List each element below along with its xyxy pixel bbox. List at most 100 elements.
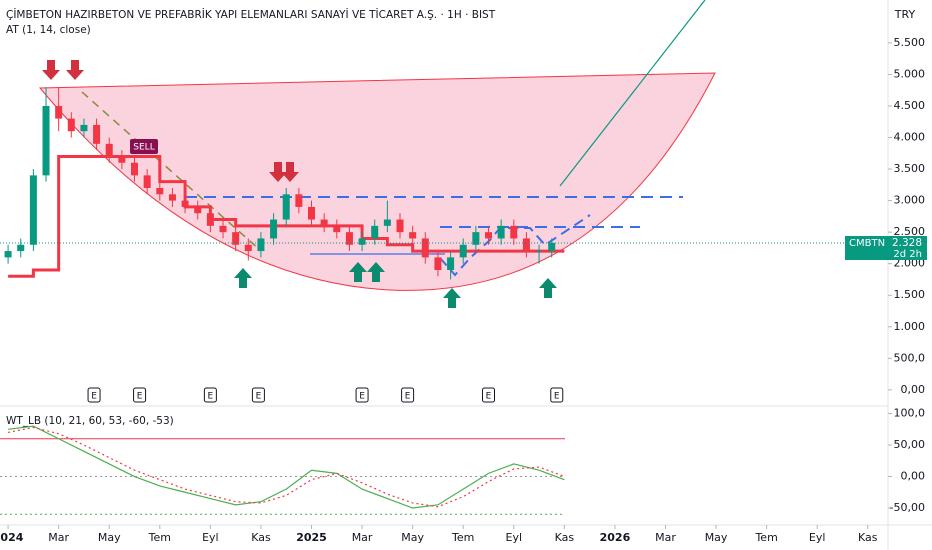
x-tick-label: Kas <box>858 531 878 544</box>
x-tick-label: 2024 <box>0 531 24 544</box>
symbol-label: CMBTN <box>849 238 885 249</box>
candle-body <box>421 238 429 258</box>
y-tick-label: 500,0 <box>894 351 926 364</box>
candle-body <box>396 219 404 233</box>
candle-body <box>383 219 391 226</box>
oscillator-title: WT_LB (10, 21, 60, 53, -60, -53) <box>6 415 174 427</box>
x-tick-label: Eyl <box>202 531 219 544</box>
y-tick-label: 4.000 <box>894 131 926 144</box>
earnings-marker <box>401 387 415 403</box>
candle-body <box>194 206 202 214</box>
y-tick-label: 1.000 <box>894 320 926 333</box>
x-tick-label: Tem <box>754 531 777 544</box>
candle-body <box>206 213 214 226</box>
candle-body <box>472 232 480 245</box>
candle-body <box>434 257 442 270</box>
earnings-marker <box>251 387 265 403</box>
candle-body <box>320 219 328 226</box>
candle-body <box>143 175 151 188</box>
x-tick-label: 2026 <box>600 531 631 544</box>
earnings-marker <box>550 387 564 403</box>
earnings-marker <box>355 387 369 403</box>
indicator-title: AT (1, 14, close) <box>6 24 91 36</box>
candle-body <box>535 251 543 253</box>
earnings-marker <box>133 387 147 403</box>
price-badge <box>845 236 927 260</box>
x-tick-label: Tem <box>451 531 474 544</box>
candle-body <box>55 105 63 119</box>
last-price-label: 2.328 <box>892 237 922 249</box>
chart-title: ÇİMBETON HAZIRBETON VE PREFABRİK YAPI EL… <box>6 8 496 21</box>
candle-body <box>333 225 341 233</box>
earnings-label: E <box>256 392 262 402</box>
earnings-marker <box>203 387 217 403</box>
sell-badge <box>130 139 158 154</box>
x-tick-label: Eyl <box>506 531 523 544</box>
x-tick-label: 2025 <box>296 531 327 544</box>
earnings-marker <box>87 387 101 403</box>
candle-body <box>118 156 126 163</box>
candle-body <box>282 194 290 220</box>
candle-body <box>447 257 455 270</box>
y-tick-label: 5.000 <box>894 67 926 80</box>
earnings-label: E <box>91 392 97 402</box>
y2-tick-label: 100,0 <box>894 407 926 420</box>
x-tick-label: Mar <box>655 531 676 544</box>
currency: TRY <box>894 8 916 21</box>
candle-body <box>485 232 493 239</box>
y-tick-label: 5.500 <box>894 36 926 49</box>
x-tick-label: May <box>98 531 121 544</box>
candle-body <box>270 219 278 239</box>
y-tick-label: 3.500 <box>894 162 926 175</box>
candle-body <box>358 238 366 245</box>
candle-body <box>42 105 50 176</box>
earnings-marker <box>482 387 496 403</box>
earnings-label: E <box>405 392 411 402</box>
x-tick-label: Kas <box>555 531 575 544</box>
sell-arrows <box>42 60 299 182</box>
indicator-line <box>8 154 565 278</box>
earnings-label: E <box>486 392 492 402</box>
x-tick-label: Kas <box>251 531 271 544</box>
candle-body <box>409 232 417 239</box>
candle-body <box>181 200 189 207</box>
x-tick-label: May <box>705 531 728 544</box>
candle-body <box>168 194 176 201</box>
earnings-label: E <box>208 392 214 402</box>
countdown: 2d 2h <box>893 249 922 260</box>
candle-body <box>295 194 303 207</box>
candle-body <box>497 225 505 239</box>
y2-tick-label: 50,00 <box>894 438 926 451</box>
y2-tick-label: -50,00 <box>890 501 925 514</box>
y-tick-label: 2.500 <box>894 225 926 238</box>
candle-body <box>257 238 265 252</box>
osc-line <box>8 425 565 509</box>
x-tick-label: Eyl <box>809 531 826 544</box>
down-trend <box>81 91 261 251</box>
x-tick-label: Tem <box>148 531 171 544</box>
candle-body <box>93 124 101 144</box>
x-tick-label: Mar <box>48 531 69 544</box>
candle-body <box>308 206 316 220</box>
y-tick-label: 3.000 <box>894 194 926 207</box>
y-tick-label: 0,00 <box>901 383 926 396</box>
x-tick-label: May <box>401 531 424 544</box>
candle-body <box>219 225 227 233</box>
x-tick-label: Mar <box>352 531 373 544</box>
earnings-label: E <box>554 392 560 402</box>
y2-tick-label: 0,00 <box>901 470 926 483</box>
candle-body <box>371 225 379 239</box>
y-tick-label: 4.500 <box>894 99 926 112</box>
candle-body <box>548 242 556 252</box>
candle-body <box>105 143 113 157</box>
candle-body <box>345 232 353 245</box>
trend-line <box>559 0 706 187</box>
candle-body <box>522 238 530 252</box>
earnings-label: E <box>137 392 143 402</box>
candle-body <box>244 244 252 252</box>
candle-body <box>156 187 164 195</box>
sell-label: SELL <box>133 143 154 153</box>
buy-arrows <box>234 262 557 308</box>
candle-body <box>510 225 518 239</box>
